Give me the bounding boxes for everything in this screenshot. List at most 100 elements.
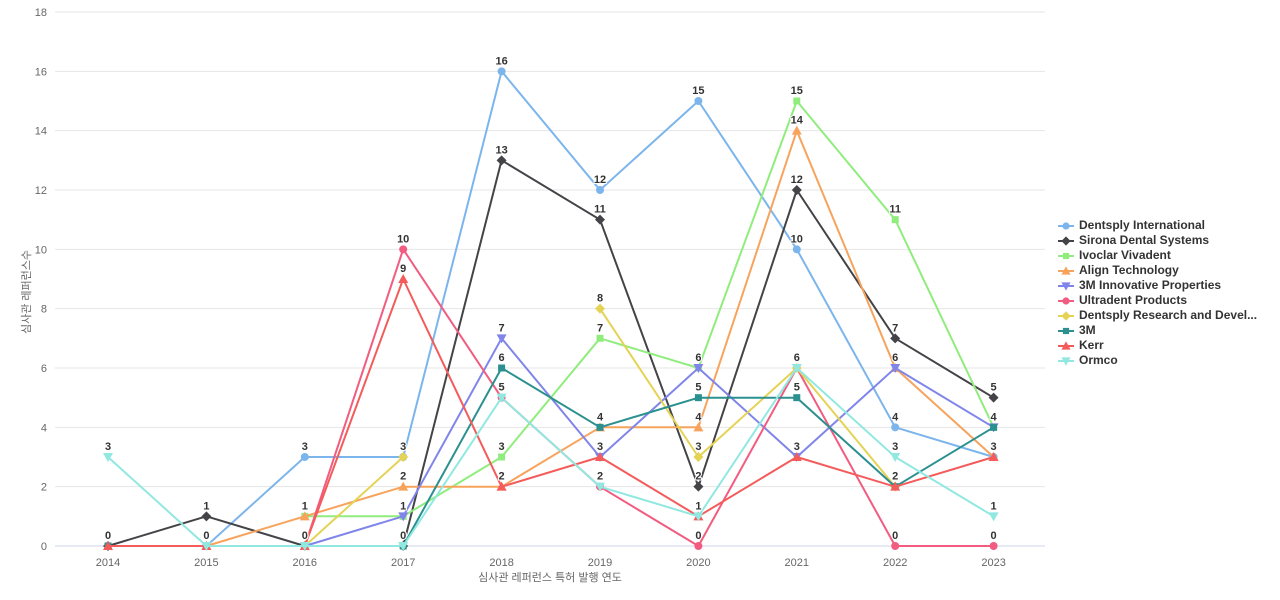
legend-item-3m-innovative-properties[interactable]: 3M Innovative Properties [1058,278,1257,293]
data-point-marker[interactable] [989,542,998,550]
data-point-marker[interactable] [890,481,901,491]
data-point-marker[interactable] [596,334,604,342]
legend: Dentsply International Sirona Dental Syst… [1058,218,1257,368]
data-point-marker[interactable] [299,542,310,551]
data-point-marker[interactable] [890,364,901,373]
data-point-marker[interactable] [791,125,802,135]
x-tick-label: 2017 [391,557,415,569]
data-point-label: 6 [794,352,800,364]
data-point-label: 12 [594,174,606,186]
data-point-marker[interactable] [890,333,901,344]
x-tick-label: 2018 [489,557,513,569]
data-point-marker[interactable] [793,97,801,105]
data-point-marker[interactable] [791,452,802,461]
data-point-label: 0 [302,530,308,542]
legend-item-kerr[interactable]: Kerr [1058,338,1257,353]
data-point-marker[interactable] [693,481,704,492]
data-point-label: 3 [892,441,898,453]
legend-item-3m[interactable]: 3M [1058,323,1257,338]
legend-item-align-technology[interactable]: Align Technology [1058,263,1257,278]
data-point-marker[interactable] [595,214,605,225]
data-point-marker[interactable] [300,453,309,461]
data-point-marker[interactable] [595,452,605,461]
data-point-marker[interactable] [988,452,999,461]
legend-item-sirona-dental-systems[interactable]: Sirona Dental Systems [1058,233,1257,248]
data-point-marker[interactable] [398,274,409,283]
data-point-marker[interactable] [498,453,506,461]
diamond-legend-marker-icon [1058,310,1074,321]
data-point-marker[interactable] [497,67,506,76]
data-point-marker[interactable] [398,542,409,551]
circle-legend-marker-icon [1058,296,1074,305]
data-point-label: 0 [400,530,406,542]
triangle-down-legend-marker-icon [1058,281,1074,291]
diamond-legend-marker-icon [1058,235,1074,246]
legend-item-ormco[interactable]: Ormco [1058,353,1257,368]
data-point-marker[interactable] [694,97,703,105]
data-point-marker[interactable] [891,542,900,550]
data-point-marker[interactable] [496,155,507,166]
data-point-label: 0 [302,530,308,542]
data-point-marker[interactable] [988,392,999,403]
triangle-down-legend-marker-icon [1058,356,1074,366]
data-point-marker[interactable] [103,541,113,550]
data-point-marker[interactable] [496,481,507,491]
x-tick-label: 2015 [194,557,218,569]
data-point-label: 15 [791,85,803,97]
data-point-marker[interactable] [890,453,901,462]
data-point-marker[interactable] [299,511,310,521]
data-point-marker[interactable] [398,452,409,462]
data-point-label: 0 [400,530,406,542]
data-point-label: 0 [695,530,701,542]
data-point-marker[interactable] [694,542,703,550]
data-point-label: 1 [991,500,997,512]
legend-label: Kerr [1079,338,1104,352]
data-point-marker[interactable] [201,511,212,522]
series-line [303,248,995,547]
data-point-label: 11 [594,204,606,216]
data-point-marker[interactable] [498,364,506,372]
data-point-label: 13 [495,144,507,156]
data-point-marker[interactable] [399,245,408,254]
data-point-label: 10 [791,233,803,245]
data-point-marker[interactable] [693,422,704,432]
data-point-label: 6 [892,352,898,364]
data-point-marker[interactable] [791,185,802,195]
legend-item-dentsply-international[interactable]: Dentsply International [1058,218,1257,233]
x-axis-tick-labels: 2014 2015 2016 2017 2018 2019 2020 2021 2022 2023 [96,557,1006,569]
data-point-marker[interactable] [791,364,802,373]
data-point-marker[interactable] [596,423,604,431]
data-point-marker[interactable] [891,216,899,224]
data-point-marker[interactable] [988,512,999,522]
data-point-marker[interactable] [595,482,605,492]
legend-item-ultradent-products[interactable]: Ultradent Products [1058,293,1257,308]
series-line [303,337,995,547]
data-point-marker[interactable] [693,364,704,373]
data-point-marker[interactable] [990,423,998,431]
data-point-marker[interactable] [496,393,507,403]
data-point-marker [1061,340,1071,350]
series-line [303,100,995,518]
data-point-marker[interactable] [891,423,900,432]
data-point-marker[interactable] [103,453,113,462]
data-point-marker[interactable] [693,512,704,522]
data-point-marker[interactable] [596,186,604,194]
data-point-label: 5 [991,382,997,394]
legend-label: 3M Innovative Properties [1079,278,1222,292]
data-point-marker[interactable] [693,452,704,462]
data-point-label: 0 [203,530,209,542]
data-point-marker[interactable] [595,303,605,314]
data-point-marker[interactable] [201,542,212,551]
data-point-label: 1 [302,500,308,512]
data-point-marker[interactable] [398,512,409,522]
legend-item-dentsply-research-and-devel[interactable]: Dentsply Research and Devel... [1058,308,1257,323]
y-tick-label: 14 [35,126,47,138]
data-point-marker[interactable] [694,394,702,402]
legend-item-ivoclar-vivadent[interactable]: Ivoclar Vivadent [1058,248,1257,263]
data-point-marker[interactable] [792,245,801,254]
data-point-marker[interactable] [496,334,507,344]
data-point-label: 0 [105,530,111,542]
data-point-marker[interactable] [793,394,801,402]
y-tick-label: 2 [41,482,47,494]
data-point-marker[interactable] [398,481,409,491]
